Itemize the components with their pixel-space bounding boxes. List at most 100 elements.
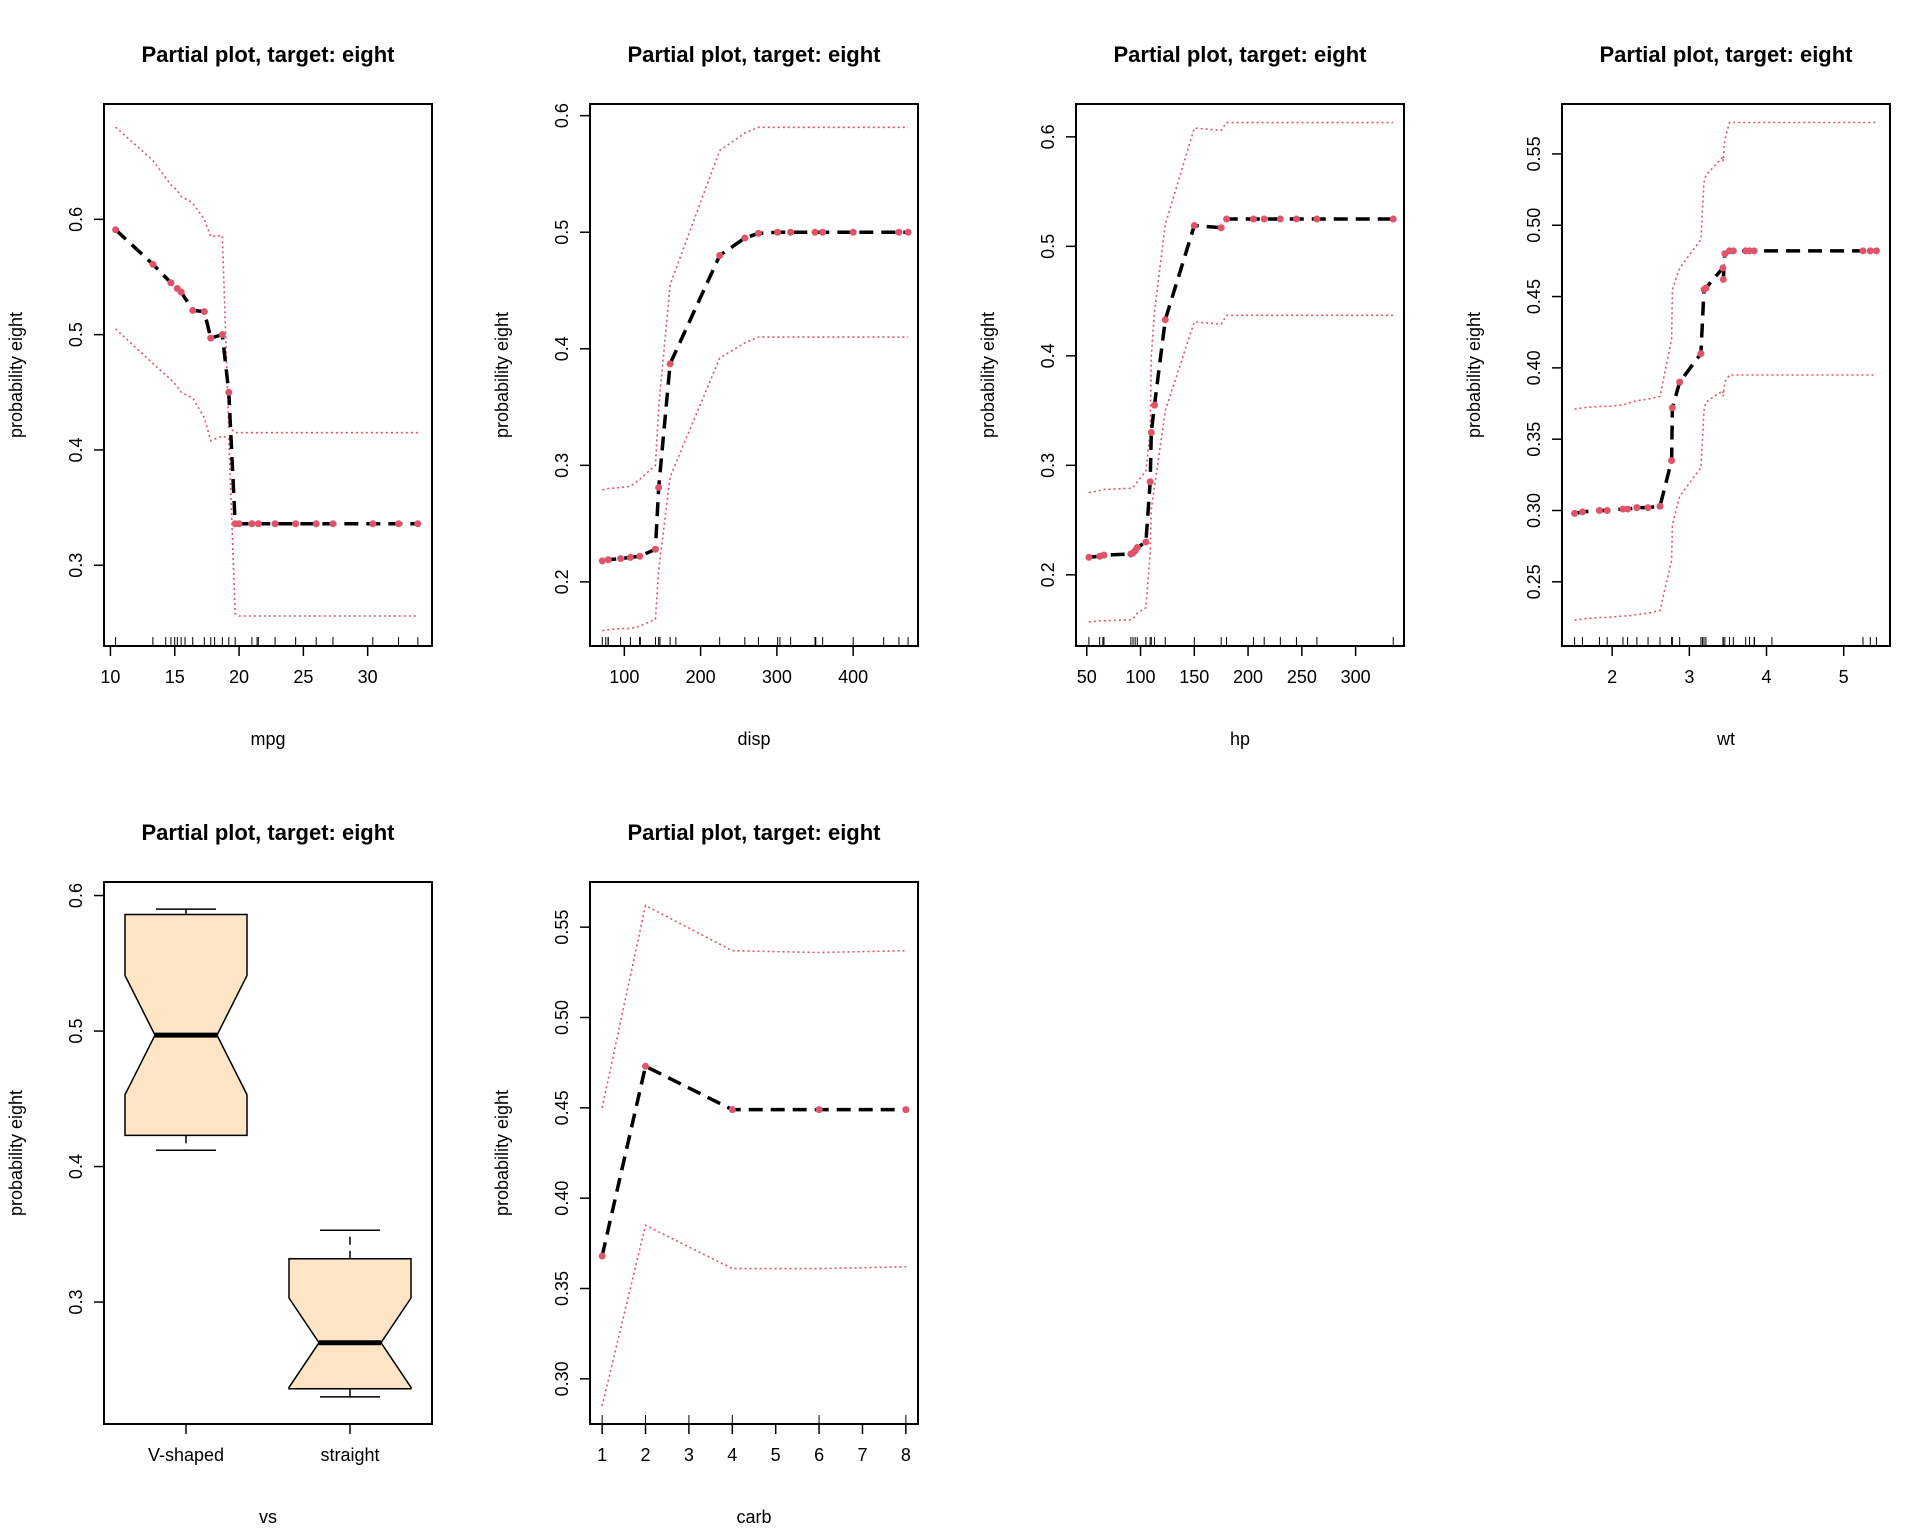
y-tick-label: 0.3 — [1038, 453, 1058, 478]
ci-lower-line — [1574, 374, 1877, 622]
mean-point — [1668, 404, 1676, 412]
panel-vs: Partial plot, target: eight vs probabili… — [6, 820, 433, 1527]
y-tick-label: 0.30 — [552, 1361, 572, 1396]
mean-point — [248, 520, 256, 528]
mean-point — [774, 228, 782, 236]
mean-point — [902, 1106, 910, 1114]
mean-point — [1133, 543, 1141, 551]
plot-frame — [589, 103, 919, 647]
mean-point — [651, 545, 659, 553]
y-axis-label: probability eight — [6, 312, 26, 438]
x-tick-label: 2 — [641, 1445, 651, 1465]
mean-point — [815, 1106, 823, 1114]
y-tick-label: 0.5 — [1038, 234, 1058, 259]
mean-point — [1644, 504, 1652, 512]
panel-hp: Partial plot, target: eight hp probabili… — [978, 42, 1405, 749]
y-tick-label: 0.4 — [552, 336, 572, 361]
x-tick-label: 6 — [814, 1445, 824, 1465]
x-tick-label: 100 — [609, 667, 639, 687]
mean-point — [207, 334, 215, 342]
mean-point — [292, 520, 300, 528]
x-axis-label: wt — [1716, 729, 1735, 749]
mean-point — [617, 555, 625, 563]
mean-point — [1750, 247, 1758, 255]
x-tick-label: 25 — [293, 667, 313, 687]
y-tick-label: 0.35 — [1524, 422, 1544, 457]
plot-frame — [103, 103, 433, 647]
x-tick-label: 100 — [1126, 667, 1156, 687]
mean-point — [741, 234, 749, 242]
x-axis-label: hp — [1230, 729, 1250, 749]
mean-point — [716, 252, 724, 260]
mean-point — [1260, 215, 1268, 223]
mean-point — [218, 331, 226, 339]
y-tick-label: 0.30 — [1524, 493, 1544, 528]
mean-point — [1276, 215, 1284, 223]
mean-point — [819, 228, 827, 236]
mean-point — [1313, 215, 1321, 223]
mean-point — [189, 306, 197, 314]
x-tick-label: V-shaped — [148, 1445, 224, 1465]
y-tick-label: 0.5 — [552, 220, 572, 245]
y-tick-label: 0.6 — [66, 207, 86, 232]
notched-box — [124, 913, 248, 1137]
y-tick-label: 0.50 — [1524, 208, 1544, 243]
y-tick-label: 0.4 — [1038, 343, 1058, 368]
y-tick-label: 0.5 — [66, 322, 86, 347]
mean-point — [895, 228, 903, 236]
mean-point — [1656, 502, 1664, 510]
x-tick-label: 400 — [838, 667, 868, 687]
mean-point — [1866, 247, 1874, 255]
mean-point — [271, 520, 279, 528]
x-tick-label: 10 — [100, 667, 120, 687]
notched-box — [288, 1257, 412, 1390]
mean-line — [600, 1063, 906, 1257]
plot-title: Partial plot, target: eight — [141, 820, 395, 845]
x-tick-label: 3 — [1684, 667, 1694, 687]
mean-point — [1147, 428, 1155, 436]
mean-point — [1100, 551, 1108, 559]
mean-point — [177, 288, 185, 296]
mean-point — [904, 228, 912, 236]
ci-lower-line — [115, 328, 418, 617]
mean-point — [1719, 264, 1727, 272]
ci-upper-line — [602, 126, 909, 491]
mean-point — [787, 228, 795, 236]
y-tick-label: 0.25 — [1524, 564, 1544, 599]
mean-point — [167, 279, 175, 287]
mean-point — [626, 553, 634, 561]
panel-mpg: Partial plot, target: eight mpg probabil… — [6, 42, 433, 749]
y-tick-label: 0.55 — [1524, 136, 1544, 171]
mean-point — [1161, 316, 1169, 324]
mean-point — [200, 308, 208, 316]
y-axis-label: probability eight — [6, 1090, 26, 1216]
y-tick-label: 0.5 — [66, 1019, 86, 1044]
plot-title: Partial plot, target: eight — [141, 42, 395, 67]
mean-point — [414, 520, 422, 528]
plot-title: Partial plot, target: eight — [627, 42, 881, 67]
x-tick-label: 150 — [1179, 667, 1209, 687]
mean-point — [1859, 247, 1867, 255]
y-tick-label: 0.2 — [552, 569, 572, 594]
ci-lower-line — [602, 336, 909, 632]
mean-point — [666, 360, 674, 368]
mean-point — [1719, 275, 1727, 283]
mean-point — [1578, 508, 1586, 516]
y-tick-label: 0.40 — [552, 1181, 572, 1216]
mean-point — [312, 520, 320, 528]
mean-point — [225, 388, 233, 396]
mean-point — [329, 520, 337, 528]
x-tick-label: 5 — [1839, 667, 1849, 687]
y-tick-label: 0.6 — [1038, 124, 1058, 149]
x-tick-label: 4 — [727, 1445, 737, 1465]
mean-line — [1088, 217, 1394, 560]
mean-point — [1595, 507, 1603, 514]
panel-carb: Partial plot, target: eight carb probabi… — [492, 820, 919, 1527]
mean-point — [1249, 215, 1257, 223]
plot-area: 0.3 0.4 0.5 0.6 V-shaped straight — [66, 881, 433, 1465]
mean-point — [1085, 553, 1093, 561]
mean-point — [1729, 247, 1737, 255]
x-tick-label: 300 — [1341, 667, 1371, 687]
y-tick-label: 0.4 — [66, 437, 86, 462]
